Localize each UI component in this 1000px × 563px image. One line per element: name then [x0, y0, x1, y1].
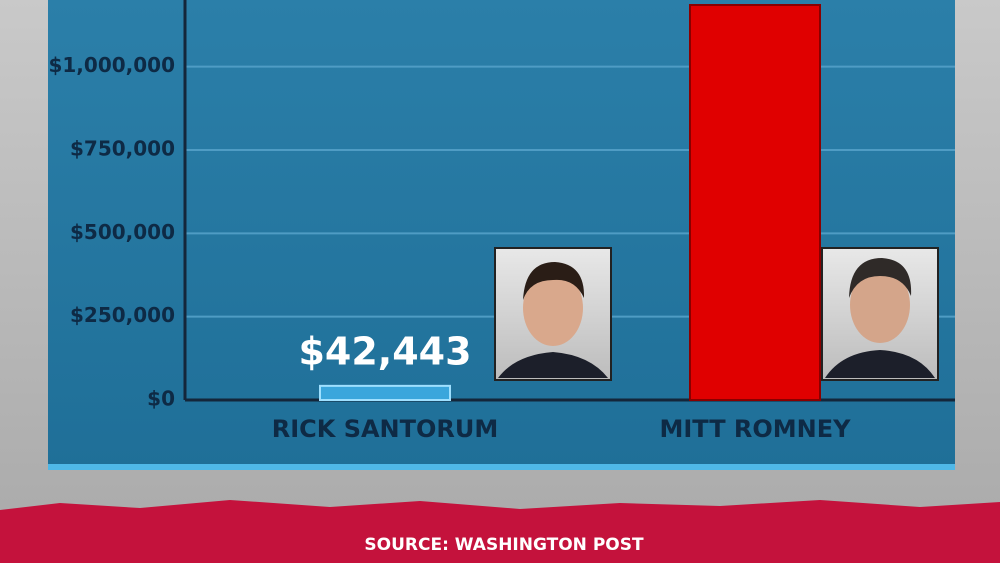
y-tick-label: $250,000: [70, 303, 175, 327]
photo-romney: [821, 247, 939, 381]
value-label: $42,443: [298, 329, 471, 373]
x-tick-label: RICK SANTORUM: [272, 415, 499, 443]
bar: [319, 384, 451, 401]
y-tick-label: $1,000,000: [48, 53, 175, 77]
x-tick-label: MITT ROMNEY: [659, 415, 851, 443]
y-tick-label: $750,000: [70, 137, 175, 161]
bar: [689, 4, 821, 401]
source-text: SOURCE: WASHINGTON POST: [364, 535, 644, 555]
photo-santorum: [494, 247, 612, 381]
y-tick-label: $500,000: [70, 220, 175, 244]
y-tick-label: $0: [147, 387, 175, 411]
source-banner: [0, 500, 1000, 563]
panel-edge: [48, 464, 955, 470]
